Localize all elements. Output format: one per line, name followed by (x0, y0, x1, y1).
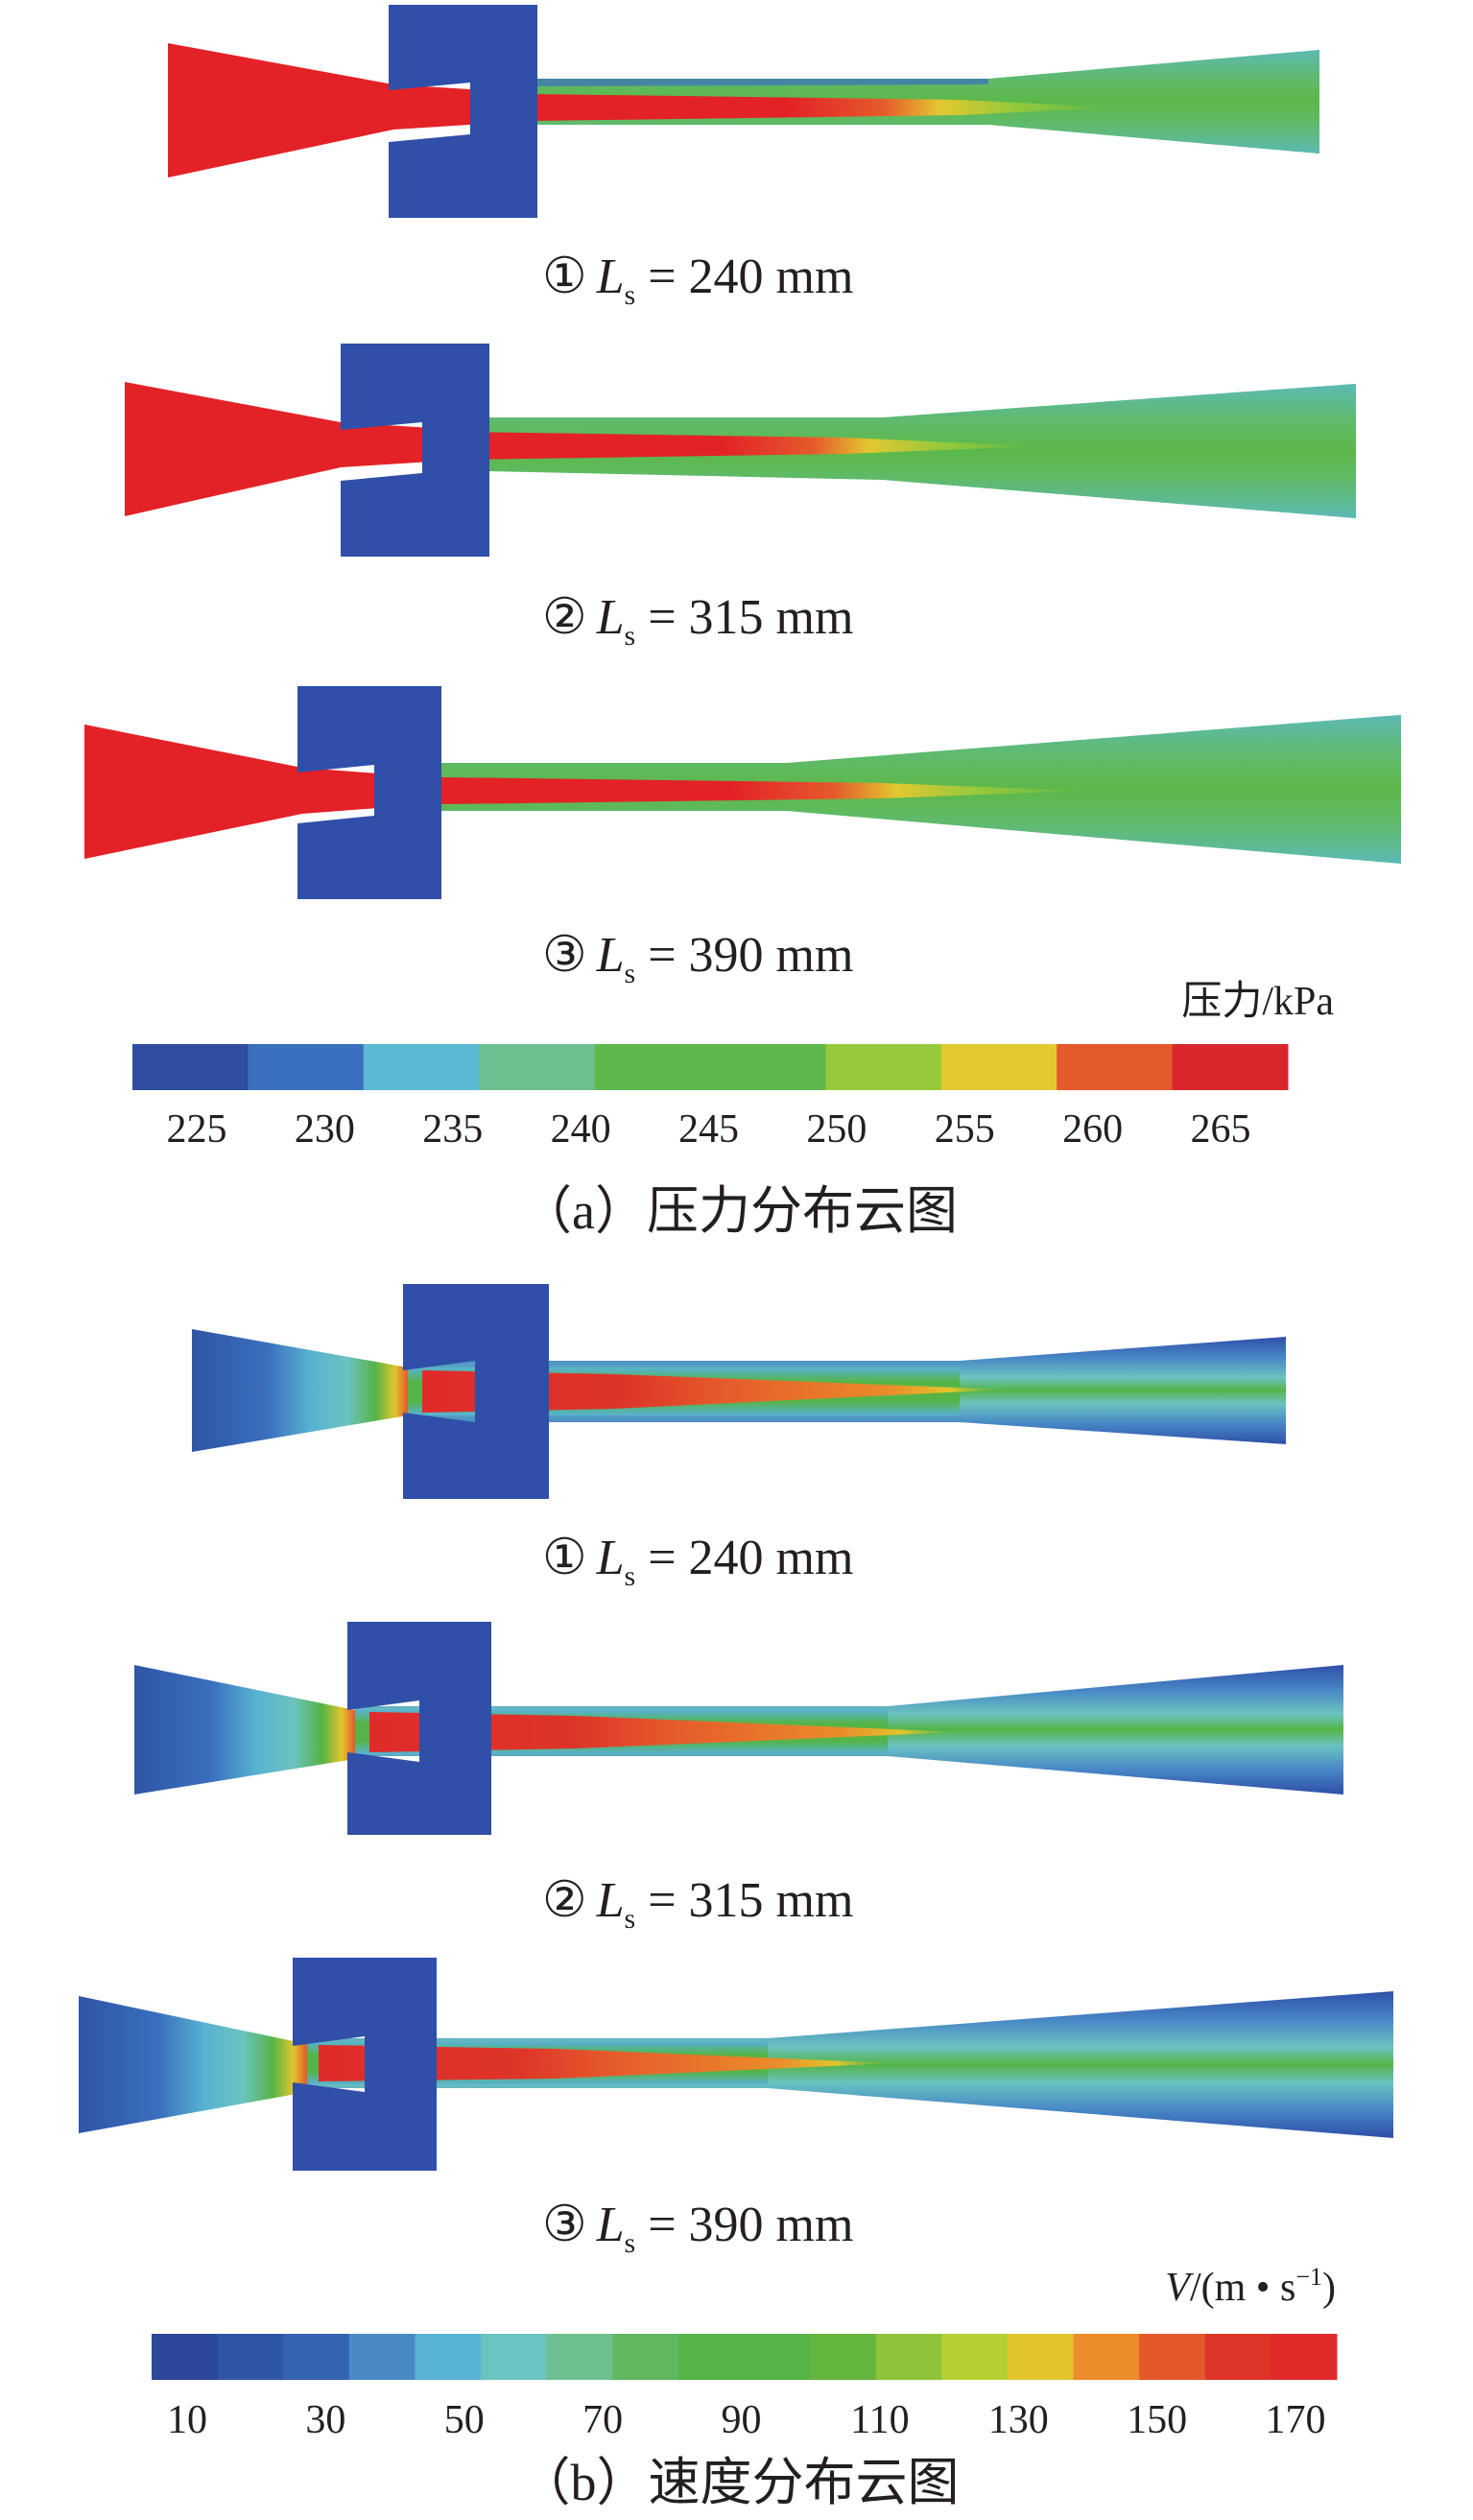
pressure-colorbar-segment (479, 1044, 596, 1090)
pressure-colorbar (132, 1044, 1289, 1090)
pressure-case-label-2: ② Ls = 315 mm (542, 590, 853, 652)
velocity-case-label-3: ③ Ls = 390 mm (542, 2198, 853, 2259)
pressure-colorbar-segment (710, 1044, 826, 1090)
pressure-colorbar-title: 压力/kPa (1181, 980, 1334, 1024)
pressure-colorbar-tick-label: 235 (422, 1107, 483, 1152)
velocity-colorbar-segment (1073, 2334, 1140, 2380)
pressure-colorbar-ticks: 225 230 235 240 245 250 255 260 265 (167, 1107, 1251, 1152)
velocity-colorbar-segment (744, 2334, 811, 2380)
velocity-colorbar-segment (941, 2334, 1009, 2380)
pressure-caption: （a）压力分布云图 (520, 1182, 958, 1240)
velocity-colorbar-segment (1204, 2334, 1271, 2380)
svg-text:③Ls = 390 mm: ③ Ls = 390 mm (542, 2198, 853, 2259)
velocity-colorbar-tick-label: 50 (444, 2398, 485, 2442)
velocity-colorbar-ticks: 10 30 50 70 90 110 130 150 170 (167, 2398, 1326, 2442)
velocity-caption: （b）速度分布云图 (519, 2454, 960, 2511)
velocity-colorbar-segment (612, 2334, 679, 2380)
svg-text:③Ls = 390 mm: ③ Ls = 390 mm (542, 928, 853, 989)
pressure-colorbar-segment (248, 1044, 365, 1090)
velocity-colorbar-title: V/(m • s−1) (1165, 2263, 1336, 2310)
pressure-colorbar-tick-label: 225 (167, 1107, 227, 1152)
velocity-contour-case-1 (192, 1284, 1286, 1499)
pressure-colorbar-tick-label: 265 (1191, 1107, 1251, 1152)
pressure-colorbar-tick-label: 255 (935, 1107, 995, 1152)
pressure-colorbar-segment (825, 1044, 942, 1090)
pressure-colorbar-segment (132, 1044, 249, 1090)
velocity-colorbar-segment (283, 2334, 350, 2380)
pressure-case-label-3: ③ Ls = 390 mm (542, 928, 853, 989)
pressure-colorbar-segment (1057, 1044, 1174, 1090)
pressure-contour-case-1 (168, 5, 1319, 218)
svg-text:①Ls = 240 mm: ① Ls = 240 mm (542, 250, 853, 311)
velocity-colorbar-segment (415, 2334, 482, 2380)
velocity-colorbar-tick-label: 90 (722, 2398, 762, 2442)
velocity-colorbar-segment (152, 2334, 219, 2380)
svg-text:②Ls = 315 mm: ② Ls = 315 mm (542, 590, 853, 652)
velocity-colorbar-tick-label: 150 (1127, 2398, 1187, 2442)
velocity-colorbar-segment (1139, 2334, 1206, 2380)
velocity-colorbar-segment (217, 2334, 284, 2380)
velocity-colorbar-tick-label: 70 (582, 2398, 623, 2442)
pressure-colorbar-tick-label: 230 (295, 1107, 355, 1152)
velocity-colorbar-segment (677, 2334, 745, 2380)
velocity-colorbar-tick-label: 170 (1266, 2398, 1326, 2442)
velocity-contour-case-2 (134, 1622, 1343, 1835)
velocity-colorbar-segment (1007, 2334, 1075, 2380)
pressure-colorbar-tick-label: 245 (678, 1107, 739, 1152)
velocity-colorbar-tick-label: 30 (305, 2398, 345, 2442)
velocity-case-label-2: ② Ls = 315 mm (542, 1873, 853, 1935)
velocity-colorbar-segment (875, 2334, 942, 2380)
pressure-colorbar-tick-label: 250 (806, 1107, 867, 1152)
pressure-colorbar-tick-label: 240 (551, 1107, 611, 1152)
velocity-colorbar-segment (810, 2334, 877, 2380)
pressure-contour-case-2 (125, 344, 1356, 557)
pressure-colorbar-segment (1172, 1044, 1289, 1090)
pressure-colorbar-segment (594, 1044, 711, 1090)
velocity-case-label-1: ① Ls = 240 mm (542, 1531, 853, 1592)
pressure-colorbar-segment (363, 1044, 480, 1090)
pressure-colorbar-tick-label: 260 (1062, 1107, 1123, 1152)
pressure-case-label-1: ① Ls = 240 mm (542, 250, 853, 311)
velocity-colorbar-tick-label: 110 (850, 2398, 909, 2442)
velocity-colorbar (152, 2334, 1338, 2380)
svg-text:②Ls = 315 mm: ② Ls = 315 mm (542, 1873, 853, 1935)
velocity-colorbar-segment (481, 2334, 548, 2380)
velocity-colorbar-segment (546, 2334, 613, 2380)
svg-text:①Ls = 240 mm: ① Ls = 240 mm (542, 1531, 853, 1592)
velocity-colorbar-segment (348, 2334, 416, 2380)
velocity-colorbar-segment (1271, 2334, 1338, 2380)
pressure-colorbar-segment (940, 1044, 1057, 1090)
case-marker: ① (542, 250, 587, 304)
velocity-colorbar-tick-label: 10 (167, 2398, 207, 2442)
velocity-colorbar-tick-label: 130 (988, 2398, 1049, 2442)
velocity-contour-case-3 (79, 1958, 1393, 2171)
pressure-contour-case-3 (84, 686, 1401, 899)
